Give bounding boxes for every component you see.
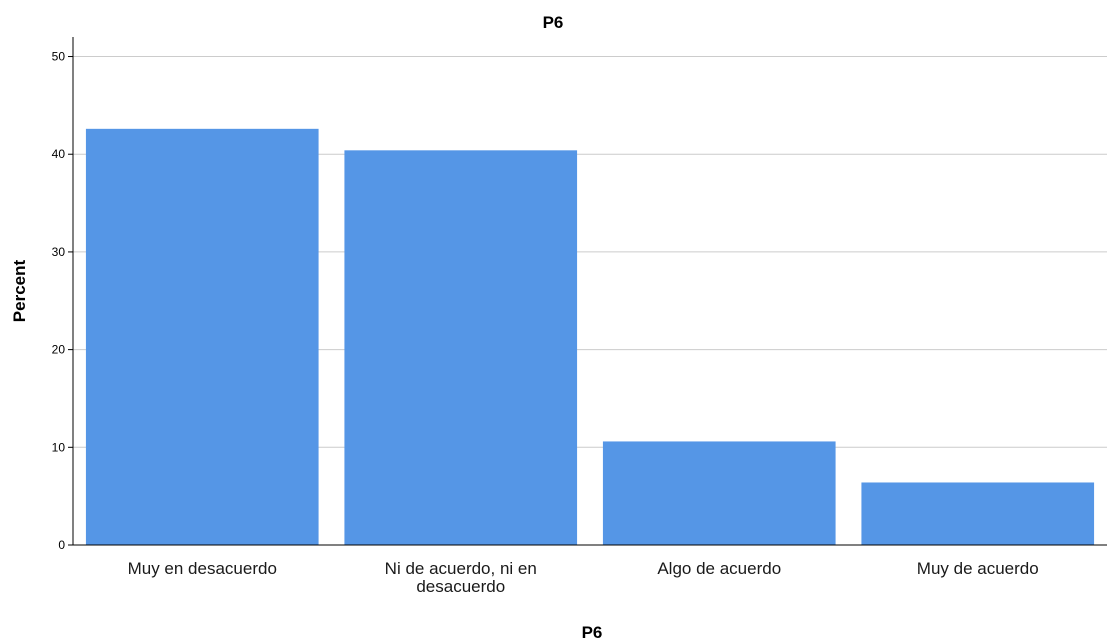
y-tick-label: 20 (52, 343, 66, 357)
axes (68, 37, 1107, 546)
bar (602, 441, 836, 545)
y-tick-label: 30 (52, 245, 66, 259)
y-tick-label: 0 (58, 538, 65, 552)
x-axis-title: P6 (582, 623, 603, 640)
x-tick-label: Ni de acuerdo, ni en (385, 559, 537, 578)
bars (85, 128, 1095, 546)
y-tick-label: 40 (52, 147, 66, 161)
x-tick-label: desacuerdo (416, 577, 505, 596)
x-tick-labels: Muy en desacuerdo Ni de acuerdo, ni endes… (128, 559, 1039, 596)
y-tick-label: 50 (52, 50, 66, 64)
y-tick-label: 10 (52, 440, 66, 454)
chart-title: P6 (543, 13, 564, 32)
x-tick-label: Algo de acuerdo (657, 559, 781, 578)
x-tick-label: Muy en desacuerdo (128, 559, 277, 578)
y-axis-title: Percent (10, 259, 29, 322)
bar (85, 128, 319, 546)
y-tick-labels: 0 10 20 30 40 50 (52, 50, 66, 552)
bar (344, 150, 578, 546)
bar (861, 482, 1095, 545)
x-tick-label: Muy de acuerdo (917, 559, 1039, 578)
